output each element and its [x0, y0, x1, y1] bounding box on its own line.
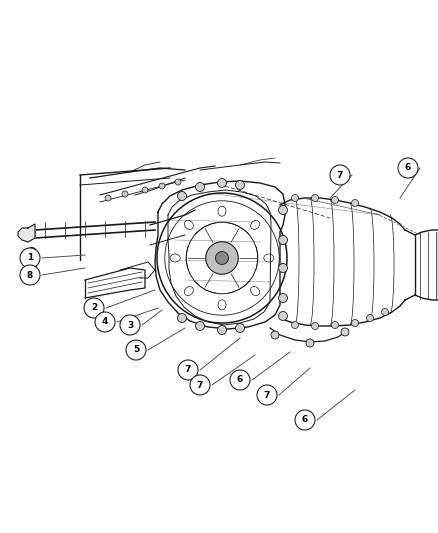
Text: 6: 6 [302, 416, 308, 424]
Text: 8: 8 [27, 271, 33, 279]
Circle shape [105, 195, 111, 201]
Circle shape [352, 199, 358, 206]
Circle shape [332, 321, 339, 328]
Circle shape [195, 321, 205, 330]
Text: 7: 7 [264, 391, 270, 400]
Text: 1: 1 [27, 254, 33, 262]
Text: 6: 6 [405, 164, 411, 173]
Circle shape [279, 263, 287, 272]
Circle shape [381, 309, 389, 316]
Circle shape [20, 248, 40, 268]
Circle shape [311, 195, 318, 201]
Circle shape [126, 340, 146, 360]
Circle shape [306, 339, 314, 347]
Circle shape [279, 311, 287, 320]
Circle shape [341, 328, 349, 336]
Circle shape [190, 375, 210, 395]
Circle shape [279, 236, 287, 245]
Text: 4: 4 [102, 318, 108, 327]
Circle shape [279, 206, 287, 214]
Circle shape [122, 191, 128, 197]
Circle shape [236, 324, 244, 333]
Text: 2: 2 [91, 303, 97, 312]
Text: 6: 6 [237, 376, 243, 384]
Circle shape [236, 181, 244, 190]
Circle shape [175, 179, 181, 185]
Circle shape [215, 252, 229, 264]
Circle shape [177, 191, 187, 200]
Circle shape [295, 410, 315, 430]
Circle shape [28, 247, 36, 256]
Circle shape [142, 187, 148, 193]
Circle shape [177, 313, 187, 322]
Circle shape [292, 195, 299, 201]
Circle shape [20, 265, 40, 285]
Circle shape [271, 331, 279, 339]
Circle shape [178, 360, 198, 380]
Circle shape [330, 165, 350, 185]
Circle shape [311, 322, 318, 329]
Circle shape [292, 321, 299, 328]
Circle shape [195, 182, 205, 191]
Circle shape [332, 197, 339, 204]
Text: 7: 7 [197, 381, 203, 390]
Text: 7: 7 [337, 171, 343, 180]
Circle shape [279, 294, 287, 303]
Circle shape [230, 370, 250, 390]
Circle shape [367, 314, 374, 321]
Text: 7: 7 [185, 366, 191, 375]
Circle shape [120, 315, 140, 335]
Polygon shape [18, 224, 35, 242]
Circle shape [218, 326, 226, 335]
Circle shape [28, 261, 36, 270]
Circle shape [159, 183, 165, 189]
Circle shape [95, 312, 115, 332]
Circle shape [352, 319, 358, 327]
Circle shape [218, 179, 226, 188]
Circle shape [257, 385, 277, 405]
Text: 3: 3 [127, 320, 133, 329]
Circle shape [398, 158, 418, 178]
Circle shape [84, 298, 104, 318]
Circle shape [206, 242, 238, 274]
Text: 5: 5 [133, 345, 139, 354]
